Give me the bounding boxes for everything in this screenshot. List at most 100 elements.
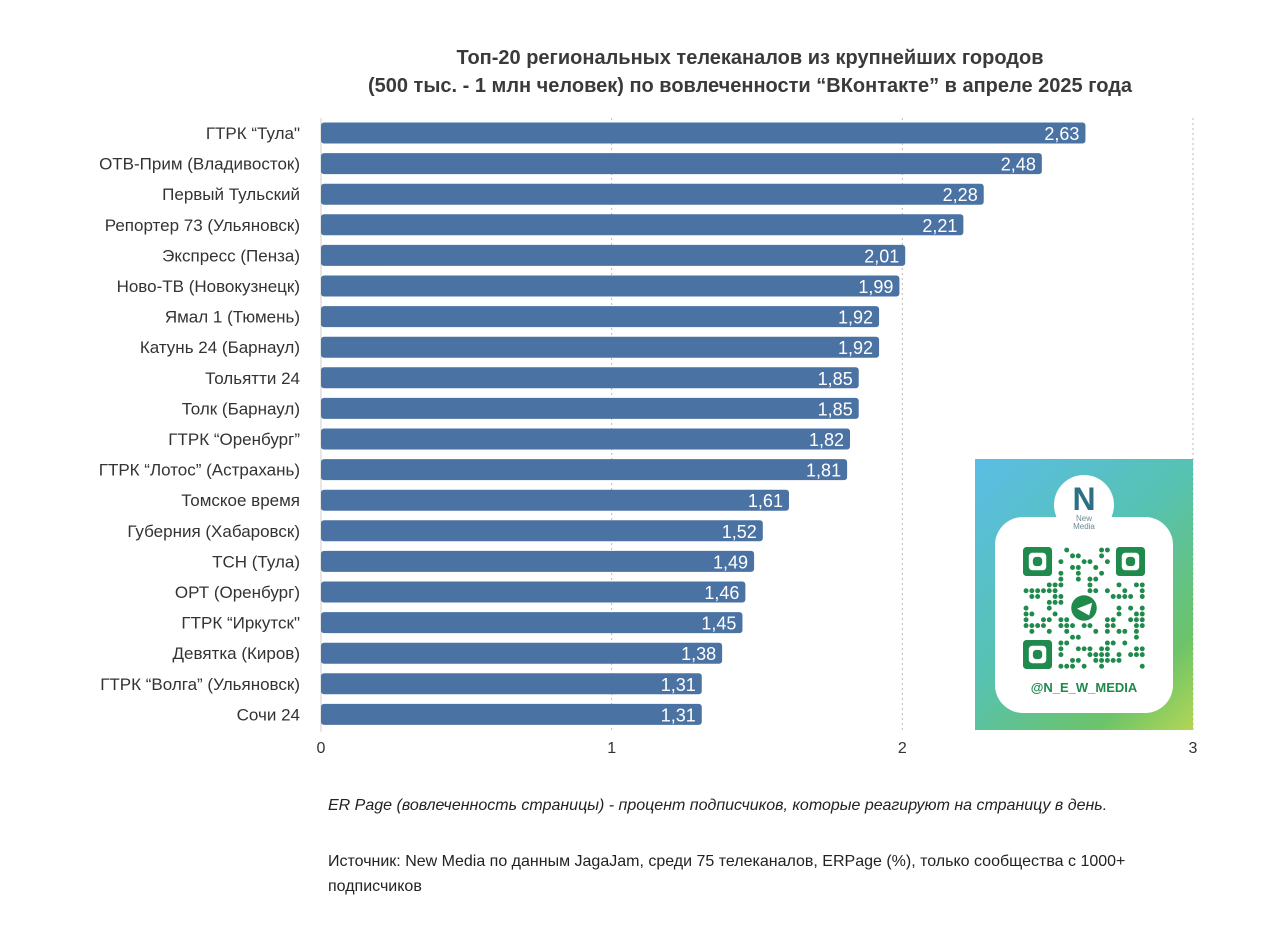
qr-module bbox=[1104, 623, 1110, 629]
qr-module bbox=[1023, 623, 1029, 629]
qr-module bbox=[1099, 652, 1105, 658]
qr-module bbox=[1093, 565, 1099, 570]
qr-module bbox=[1023, 605, 1029, 611]
qr-module bbox=[1075, 657, 1081, 663]
qr-module bbox=[1087, 582, 1093, 588]
qr-module bbox=[1093, 652, 1099, 658]
qr-finder-dot bbox=[1032, 649, 1043, 660]
qr-module bbox=[1035, 594, 1041, 599]
bar bbox=[321, 397, 859, 419]
telegram-handle[interactable]: @N_E_W_MEDIA bbox=[1030, 680, 1138, 695]
qr-module bbox=[1104, 559, 1110, 565]
data-label: 1,82 bbox=[809, 430, 844, 450]
qr-module bbox=[1093, 588, 1099, 594]
data-label: 1,99 bbox=[858, 277, 893, 297]
category-label: ГТРК “Тула" bbox=[206, 124, 300, 143]
qr-module bbox=[1075, 553, 1081, 559]
x-tick-label: 0 bbox=[317, 740, 326, 757]
qr-module bbox=[1116, 628, 1122, 634]
qr-module bbox=[1128, 652, 1134, 658]
qr-module bbox=[1070, 553, 1075, 559]
qr-module bbox=[1104, 652, 1110, 658]
qr-module bbox=[1133, 628, 1139, 634]
qr-module bbox=[1052, 611, 1058, 617]
category-label: ГТРК “Лотос” (Астрахань) bbox=[99, 461, 300, 480]
category-label: Ямал 1 (Тюмень) bbox=[165, 308, 300, 327]
qr-module bbox=[1058, 599, 1064, 605]
qr-module bbox=[1075, 634, 1081, 640]
qr-module bbox=[1070, 565, 1075, 570]
qr-module bbox=[1070, 657, 1075, 663]
qr-card[interactable]: @N_E_W_MEDIA bbox=[995, 517, 1173, 713]
qr-module bbox=[1041, 617, 1046, 623]
bar bbox=[321, 581, 746, 603]
qr-module bbox=[1075, 570, 1081, 576]
category-label: ТСН (Тула) bbox=[212, 552, 300, 571]
qr-module bbox=[1110, 617, 1116, 623]
category-label: Экспресс (Пенза) bbox=[162, 246, 300, 265]
qr-module bbox=[1087, 646, 1093, 652]
qr-module bbox=[1093, 657, 1099, 663]
qr-module bbox=[1110, 657, 1116, 663]
bar bbox=[321, 183, 984, 205]
qr-module bbox=[1087, 652, 1093, 658]
qr-module bbox=[1099, 547, 1105, 553]
qr-module bbox=[1133, 611, 1139, 617]
bar bbox=[321, 367, 859, 389]
qr-module bbox=[1104, 640, 1110, 646]
qr-module bbox=[1110, 623, 1116, 629]
qr-module bbox=[1052, 582, 1058, 588]
category-label: Губерния (Хабаровск) bbox=[127, 522, 300, 541]
data-label: 1,61 bbox=[748, 491, 783, 511]
category-label: ГТРК “Иркутск" bbox=[181, 614, 300, 633]
qr-module bbox=[1116, 657, 1122, 663]
telegram-promo-card[interactable]: @N_E_W_MEDIA N New Media bbox=[975, 459, 1193, 730]
qr-module bbox=[1075, 565, 1081, 570]
qr-module bbox=[1116, 582, 1122, 588]
data-label: 1,85 bbox=[818, 369, 853, 389]
qr-module bbox=[1099, 657, 1105, 663]
bar bbox=[321, 642, 723, 664]
logo-text-line1: New bbox=[1075, 514, 1092, 523]
qr-module bbox=[1046, 588, 1052, 594]
qr-module bbox=[1081, 663, 1087, 669]
qr-module bbox=[1139, 652, 1145, 658]
qr-module bbox=[1029, 623, 1035, 629]
qr-module bbox=[1133, 652, 1139, 658]
qr-module bbox=[1058, 640, 1064, 646]
qr-module bbox=[1110, 640, 1116, 646]
qr-module bbox=[1122, 588, 1128, 594]
telegram-plane-icon bbox=[1077, 602, 1093, 616]
qr-module bbox=[1099, 570, 1105, 576]
qr-finder-dot bbox=[1125, 556, 1136, 567]
qr-module bbox=[1064, 663, 1070, 669]
data-label: 2,01 bbox=[864, 246, 899, 266]
qr-module bbox=[1122, 628, 1128, 634]
chart-title: Топ-20 региональных телеканалов из крупн… bbox=[456, 47, 1044, 69]
x-tick-label: 3 bbox=[1189, 740, 1198, 757]
qr-module bbox=[1075, 646, 1081, 652]
qr-module bbox=[1035, 588, 1041, 594]
bar bbox=[321, 306, 880, 328]
qr-module bbox=[1139, 605, 1145, 611]
qr-code[interactable] bbox=[1023, 547, 1145, 669]
data-label: 1,49 bbox=[713, 552, 748, 572]
qr-module bbox=[1099, 663, 1105, 669]
qr-module bbox=[1104, 628, 1110, 634]
logo-letter: N bbox=[1072, 481, 1096, 517]
qr-module bbox=[1064, 547, 1070, 553]
qr-module bbox=[1041, 588, 1046, 594]
qr-module bbox=[1064, 617, 1070, 623]
qr-module bbox=[1087, 623, 1093, 629]
bar bbox=[321, 122, 1086, 144]
x-tick-label: 2 bbox=[898, 740, 907, 757]
qr-module bbox=[1023, 611, 1029, 617]
category-label: Толк (Барнаул) bbox=[182, 399, 300, 418]
qr-module bbox=[1128, 594, 1134, 599]
data-label: 1,31 bbox=[661, 675, 696, 695]
new-media-logo: N New Media bbox=[1054, 475, 1114, 535]
category-label: Девятка (Киров) bbox=[173, 644, 300, 663]
qr-module bbox=[1087, 588, 1093, 594]
qr-module bbox=[1081, 646, 1087, 652]
category-label: Катунь 24 (Барнаул) bbox=[140, 338, 300, 357]
